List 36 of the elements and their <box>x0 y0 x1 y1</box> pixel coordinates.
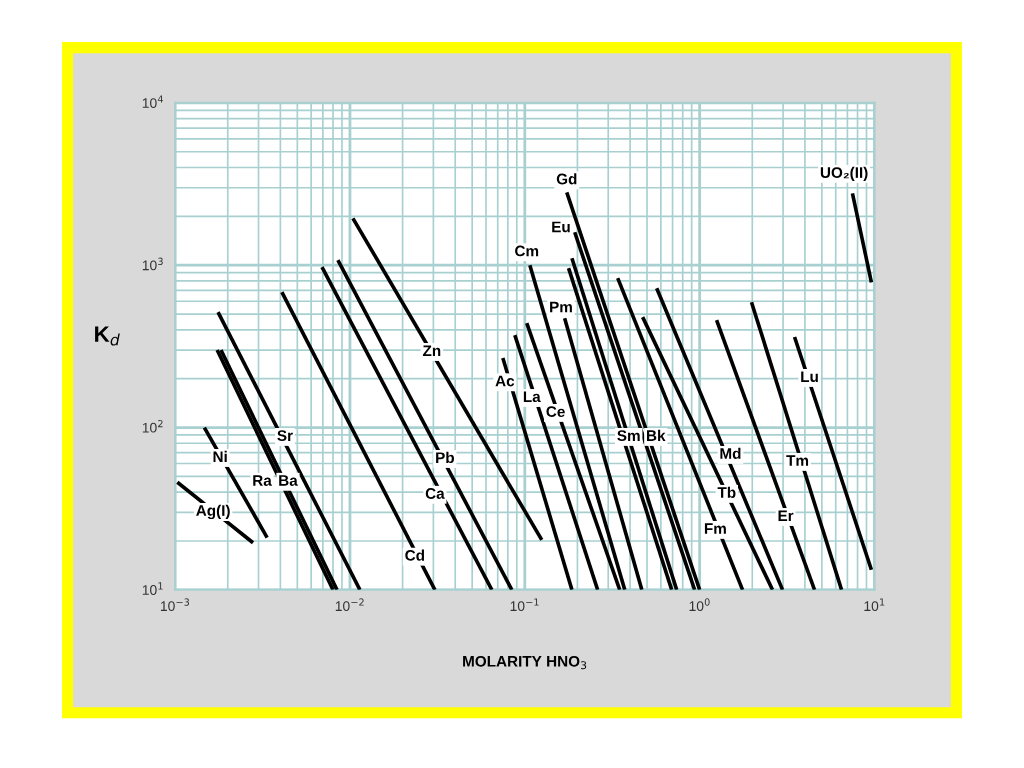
x-tick-label: 10$^{−1}$ <box>510 598 539 612</box>
annotation: Ce <box>546 406 565 418</box>
y-tick-label: 10$^{4}$ <box>142 95 163 108</box>
annotation: Cd <box>405 549 425 561</box>
annotation: Gd <box>556 173 577 185</box>
annotation: Ac <box>495 375 515 387</box>
x-tick-label: 10$^{1}$ <box>864 598 885 612</box>
annotation: Ni <box>213 450 227 462</box>
annotation: Md <box>720 447 741 460</box>
annotation: Pb <box>436 451 454 464</box>
annotation: Ag(I) <box>196 504 230 520</box>
x-axis-title: MOLARITY HNO$_{3}$ <box>463 655 587 670</box>
annotation: Ba <box>279 475 298 486</box>
annotation: Sr <box>277 430 293 442</box>
annotation: Ca <box>425 488 445 499</box>
y-tick-label: 10$^{2}$ <box>142 419 163 433</box>
y-tick-label: 10$^{3}$ <box>142 257 163 271</box>
y-axis-title: K$_{d}$ <box>95 326 120 346</box>
annotation: Bk <box>647 429 666 441</box>
annotation: Tm <box>786 455 809 466</box>
x-tick-label: 10$^{−2}$ <box>335 598 364 612</box>
x-tick-label: 10$^{0}$ <box>689 598 710 612</box>
annotation: Pm <box>550 301 572 313</box>
annotation: Cm <box>515 245 539 257</box>
annotation: Lu <box>801 371 818 383</box>
annotation: Er <box>778 510 794 521</box>
annotation: Tb <box>717 486 736 498</box>
annotation: Eu <box>552 221 570 233</box>
y-tick-label: 10$^{1}$ <box>142 582 163 595</box>
x-tick-label: 10$^{−3}$ <box>160 598 190 612</box>
annotation: Fm <box>704 523 726 534</box>
annotation: Ra <box>253 475 272 486</box>
annotation: Zn <box>422 345 441 356</box>
annotation: Sm <box>617 430 640 442</box>
annotation: La <box>523 391 541 403</box>
annotation: UO₂(II) <box>820 166 868 181</box>
